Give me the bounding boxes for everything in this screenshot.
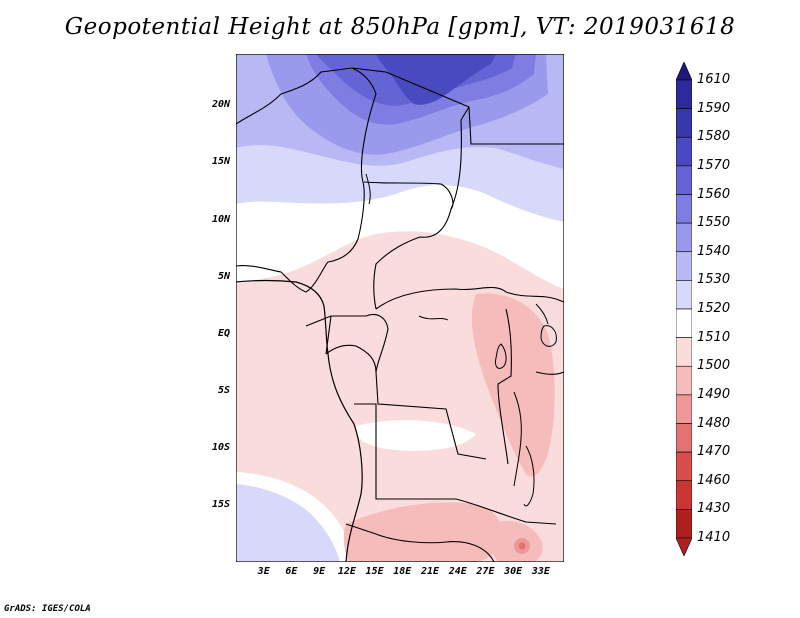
lat-tick-label: 5S [217, 384, 230, 396]
colorbar-swatch [676, 136, 692, 167]
lon-tick-label: 18E [393, 566, 412, 577]
colorbar-swatch [676, 280, 692, 310]
field-1490-patch-south [343, 502, 503, 562]
lon-tick-label: 27E [476, 566, 495, 577]
lat-tick-label: 5N [217, 270, 230, 282]
lat-tick-label: EQ [217, 327, 230, 339]
colorbar-level-label: 1470 [697, 444, 731, 460]
geopotential-map [236, 54, 564, 562]
colorbar-level-label: 1490 [697, 386, 731, 402]
lat-tick-label: 10N [211, 213, 230, 225]
lat-tick-label: 10S [211, 441, 230, 453]
colorbar-bottom-triangle [676, 537, 692, 556]
field-1490-patch-east [471, 293, 555, 477]
colorbar-level-label: 1500 [697, 358, 731, 374]
colorbar-swatch [676, 394, 692, 424]
field-1510-patch-central [355, 420, 476, 451]
colorbar-top-triangle [676, 62, 692, 81]
lon-tick-label: 30E [504, 566, 523, 577]
field-1520-patch-southwest [236, 484, 340, 562]
colorbar-level-label: 1530 [697, 272, 731, 288]
lon-tick-label: 21E [420, 566, 440, 577]
colorbar-level-label: 1510 [697, 329, 731, 345]
colorbar-swatch [676, 509, 692, 539]
colorbar-level-label: 1430 [697, 501, 731, 517]
lat-tick-label: 20N [211, 99, 230, 111]
field-1570-band [376, 54, 496, 105]
lon-tick-label: 24E [448, 566, 467, 577]
colorbar-swatch [676, 423, 692, 453]
colorbar-level-label: 1480 [697, 415, 731, 431]
map-title: Geopotential Height at 850hPa [gpm], VT:… [64, 14, 736, 40]
colorbar-swatch [676, 222, 692, 253]
colorbar-level-label: 1460 [697, 472, 731, 488]
colorbar-swatch [676, 480, 692, 510]
lon-tick-label: 3E [257, 566, 270, 577]
colorbar-swatch [676, 194, 692, 224]
colorbar [676, 62, 692, 556]
lat-tick-label: 15N [211, 156, 230, 168]
field-1510-band [236, 184, 564, 289]
lon-tick-label: 15E [365, 566, 384, 577]
lat-tick-label: 15S [211, 498, 230, 510]
colorbar-level-label: 1560 [697, 186, 731, 202]
colorbar-level-label: 1520 [697, 301, 731, 316]
lon-tick-label: 33E [531, 566, 550, 577]
colorbar-level-label: 1540 [697, 243, 731, 259]
colorbar-swatch [676, 451, 692, 482]
colorbar-level-label: 1410 [697, 530, 731, 545]
colorbar-swatch [676, 308, 692, 338]
colorbar-level-label: 1550 [697, 215, 731, 231]
colorbar-swatch [676, 108, 692, 138]
colorbar-level-label: 1590 [697, 100, 731, 116]
colorbar-swatch [676, 165, 692, 195]
lon-tick-label: 6E [285, 566, 298, 577]
field-1510-patch-southwest [236, 472, 354, 562]
lakes-and-rivers [365, 173, 557, 507]
colorbar-level-label: 1570 [697, 157, 731, 173]
colorbar-level-label: 1580 [697, 129, 731, 145]
colorbar-swatch [676, 79, 692, 109]
lon-tick-label: 12E [337, 566, 356, 577]
colorbar-swatch [676, 365, 692, 396]
field-1470-spot [518, 542, 526, 550]
country-borders [236, 67, 564, 562]
grads-credit: GrADS: IGES/COLA [4, 604, 91, 614]
colorbar-swatch [676, 251, 692, 281]
colorbar-swatch [676, 337, 692, 367]
lon-tick-label: 9E [313, 566, 326, 577]
colorbar-level-label: 1610 [697, 72, 731, 87]
coastline-west-africa [236, 279, 363, 562]
